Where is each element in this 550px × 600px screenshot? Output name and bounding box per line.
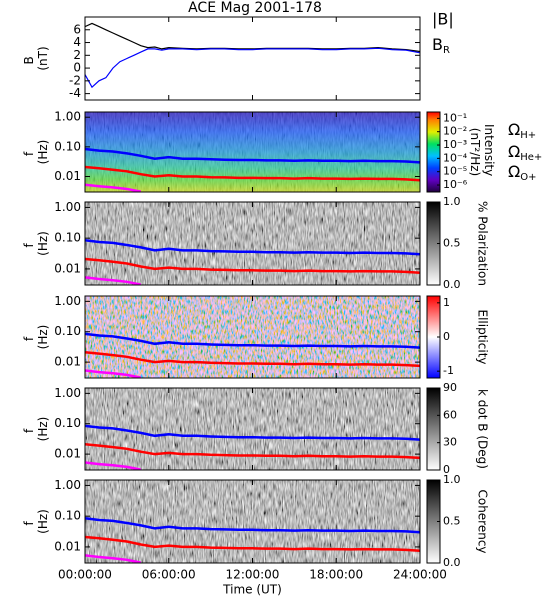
legend-entry: ΩHe+ (508, 142, 542, 164)
spectrogram-texture (85, 202, 420, 285)
spectrogram-texture (85, 112, 420, 192)
colorbar-tick-label: 30 (443, 436, 457, 449)
y-tick-label: -4 (69, 86, 81, 100)
series-line (85, 535, 420, 553)
y-tick-label: 1.00 (54, 294, 81, 308)
series-line (85, 147, 420, 164)
x-tick-label: 18:00:00 (309, 568, 363, 582)
x-axis-label: Time (UT) (222, 583, 282, 597)
y-axis-label: f (Hz) (22, 140, 50, 165)
colorbar-tick-label: 10⁻¹ (443, 111, 467, 124)
y-tick-label: 1.00 (54, 478, 81, 492)
y-tick-label: 2 (73, 48, 81, 62)
series-line (85, 276, 142, 285)
colorbar-tick-label: 0.5 (443, 515, 461, 528)
y-axis-label: f (Hz) (22, 417, 50, 442)
legend-entry: ΩO+ (508, 162, 536, 184)
y-tick-label: 1.00 (54, 200, 81, 214)
x-tick-label: 12:00:00 (226, 568, 280, 582)
y-axis-label: f (Hz) (22, 231, 50, 256)
y-tick-label: 6 (73, 22, 81, 36)
series-line (85, 183, 142, 192)
y-tick-label: 0 (73, 61, 81, 75)
colorbar-label: Ellipticity (476, 310, 490, 365)
series-line (85, 165, 420, 182)
colorbar-tick-label: 10⁻⁵ (443, 165, 467, 178)
colorbar-tick-label: 10⁻⁴ (443, 151, 468, 164)
y-axis-label: B (nT) (22, 46, 50, 70)
y-tick-label: 0.10 (54, 231, 81, 245)
spectrogram-texture (85, 296, 420, 378)
y-tick-label: 0.10 (54, 139, 81, 153)
spectrogram-texture (85, 388, 420, 470)
series-line (85, 461, 142, 470)
colorbar-tick-label: 10⁻⁶ (443, 178, 468, 191)
colorbar-tick-label: 60 (443, 408, 457, 421)
x-tick-label: 00:00:00 (58, 568, 112, 582)
y-tick-label: 0.01 (54, 355, 81, 369)
colorbar-tick-label: 1.0 (443, 473, 461, 486)
colorbar-tick-label: 10⁻² (443, 125, 467, 138)
legend-entry: |B| (432, 10, 454, 29)
colorbar (426, 387, 441, 471)
colorbar-label: % Polarization (476, 201, 490, 286)
x-tick-label: 06:00:00 (142, 568, 196, 582)
series-line (85, 443, 420, 460)
panel: 1.0 0.5 0.0 Coherency 1.00 0.10 0.01 f (Hz) 00:0… (22, 473, 490, 597)
y-tick-label: 0.01 (54, 447, 81, 461)
x-tick-label: 24:00:00 (393, 568, 447, 582)
colorbar-label: k dot B (Deg) (476, 389, 490, 469)
colorbar-tick-label: 10⁻³ (443, 138, 467, 151)
colorbar-tick-label: 0.0 (443, 278, 461, 291)
y-tick-label: 0.10 (54, 509, 81, 523)
y-tick-label: 4 (73, 35, 81, 49)
legend-entry: ΩH+ (508, 120, 536, 142)
y-axis-label: f (Hz) (22, 509, 50, 534)
y-tick-label: 0.10 (54, 324, 81, 338)
colorbar-tick-label: 1 (443, 296, 450, 309)
series-line (85, 332, 420, 349)
y-tick-label: 0.01 (54, 169, 81, 183)
colorbar-tick-label: 0.0 (443, 556, 461, 569)
y-tick-label: 0.10 (54, 416, 81, 430)
panel: 1 0 -1 Ellipticity 1.00 0.10 0.01 f (Hz) (22, 294, 490, 379)
panel: 90 60 30 0 k dot B (Deg) 1.00 0.10 0.01 f (Hz) (22, 381, 490, 476)
colorbar-tick-label: 0.5 (443, 237, 461, 250)
y-tick-label: 0.01 (54, 539, 81, 553)
series-line (85, 424, 420, 441)
spectrogram-texture (85, 480, 420, 563)
series-line (85, 22, 420, 53)
y-tick-label: 0.01 (54, 261, 81, 275)
y-tick-label: 1.00 (54, 110, 81, 124)
plot-frame (84, 16, 421, 101)
panel: 1.0 0.5 0.0 % Polarization 1.00 0.10 0.01 f (Hz… (22, 195, 490, 291)
y-tick-label: -2 (69, 73, 81, 87)
series-line (85, 239, 420, 256)
colorbar-tick-label: 0 (443, 463, 450, 476)
y-axis-label: f (Hz) (22, 325, 50, 350)
colorbar-tick-label: 90 (443, 381, 457, 394)
series-line (85, 517, 420, 534)
series-line (85, 47, 420, 89)
y-tick-label: 1.00 (54, 386, 81, 400)
colorbar-label: Intensity (nT²/Hz) (469, 124, 497, 180)
legend-entry: BR (432, 35, 450, 57)
colorbar-tick-label: 0 (443, 330, 450, 343)
colorbar-label: Coherency (476, 489, 490, 553)
chart-title: ACE Mag 2001-178 (188, 0, 322, 16)
series-line (85, 257, 420, 275)
colorbar-tick-label: -1 (443, 364, 454, 377)
series-line (85, 369, 142, 378)
series-line (85, 554, 142, 563)
series-line (85, 351, 420, 368)
colorbar-tick-label: 1.0 (443, 195, 461, 208)
colorbar (426, 111, 441, 193)
